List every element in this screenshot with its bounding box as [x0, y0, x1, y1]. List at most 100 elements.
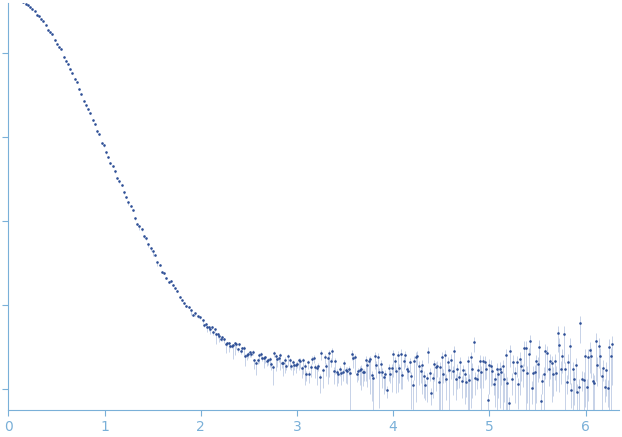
- Point: [562, 378, 572, 385]
- Point: [508, 358, 518, 365]
- Point: [496, 368, 506, 375]
- Point: [287, 359, 297, 366]
- Point: [344, 366, 354, 373]
- Point: [449, 347, 459, 354]
- Point: [159, 270, 169, 277]
- Point: [476, 368, 486, 375]
- Point: [405, 359, 415, 366]
- Point: [170, 284, 180, 291]
- Point: [522, 369, 532, 376]
- Point: [391, 368, 401, 375]
- Point: [531, 358, 541, 365]
- Point: [559, 330, 569, 337]
- Point: [364, 357, 374, 364]
- Point: [337, 369, 346, 376]
- Point: [172, 287, 182, 294]
- Point: [327, 348, 337, 355]
- Point: [394, 365, 404, 372]
- Point: [598, 364, 608, 371]
- Point: [530, 369, 540, 376]
- Point: [39, 18, 49, 25]
- Point: [564, 358, 573, 365]
- Point: [54, 43, 64, 50]
- Point: [25, 3, 35, 10]
- Point: [480, 358, 490, 365]
- Point: [323, 354, 333, 361]
- Point: [450, 376, 460, 383]
- Point: [204, 323, 214, 330]
- Point: [286, 363, 296, 370]
- Point: [439, 371, 448, 378]
- Point: [603, 384, 613, 391]
- Point: [389, 358, 399, 365]
- Point: [551, 370, 561, 377]
- Point: [310, 363, 320, 370]
- Point: [45, 29, 55, 36]
- Point: [282, 363, 292, 370]
- Point: [487, 368, 497, 375]
- Point: [408, 382, 418, 388]
- Point: [452, 366, 462, 373]
- Point: [103, 153, 113, 160]
- Point: [516, 363, 526, 370]
- Point: [473, 367, 483, 374]
- Point: [347, 350, 357, 357]
- Point: [9, 0, 19, 2]
- Point: [557, 352, 567, 359]
- Point: [417, 361, 427, 368]
- Point: [99, 142, 109, 149]
- Point: [470, 375, 480, 382]
- Point: [230, 340, 239, 347]
- Point: [21, 0, 30, 7]
- Point: [242, 351, 252, 358]
- Point: [606, 352, 616, 359]
- Point: [365, 356, 375, 363]
- Point: [362, 361, 372, 368]
- Point: [472, 376, 482, 383]
- Point: [608, 341, 618, 348]
- Point: [458, 367, 468, 374]
- Point: [519, 344, 529, 351]
- Point: [245, 349, 255, 356]
- Point: [580, 353, 590, 360]
- Point: [335, 366, 345, 373]
- Point: [306, 364, 316, 371]
- Point: [260, 354, 270, 361]
- Point: [208, 329, 218, 336]
- Point: [114, 178, 124, 185]
- Point: [443, 359, 453, 366]
- Point: [126, 202, 136, 209]
- Point: [350, 354, 360, 361]
- Point: [406, 373, 416, 380]
- Point: [577, 375, 587, 382]
- Point: [431, 364, 441, 371]
- Point: [332, 368, 341, 375]
- Point: [155, 261, 165, 268]
- Point: [58, 53, 68, 60]
- Point: [294, 357, 304, 364]
- Point: [588, 378, 598, 385]
- Point: [186, 306, 196, 313]
- Point: [19, 0, 29, 5]
- Point: [591, 337, 601, 344]
- Point: [601, 367, 611, 374]
- Point: [499, 376, 509, 383]
- Point: [29, 7, 39, 14]
- Point: [544, 365, 554, 372]
- Point: [545, 357, 555, 364]
- Point: [14, 0, 24, 4]
- Point: [321, 363, 331, 370]
- Point: [440, 352, 450, 359]
- Point: [254, 351, 264, 358]
- Point: [152, 259, 162, 266]
- Point: [429, 361, 439, 368]
- Point: [238, 345, 248, 352]
- Point: [539, 371, 549, 378]
- Point: [57, 45, 67, 52]
- Point: [36, 16, 46, 23]
- Point: [300, 362, 310, 369]
- Point: [378, 368, 388, 375]
- Point: [168, 281, 178, 288]
- Point: [541, 347, 550, 354]
- Point: [259, 354, 269, 361]
